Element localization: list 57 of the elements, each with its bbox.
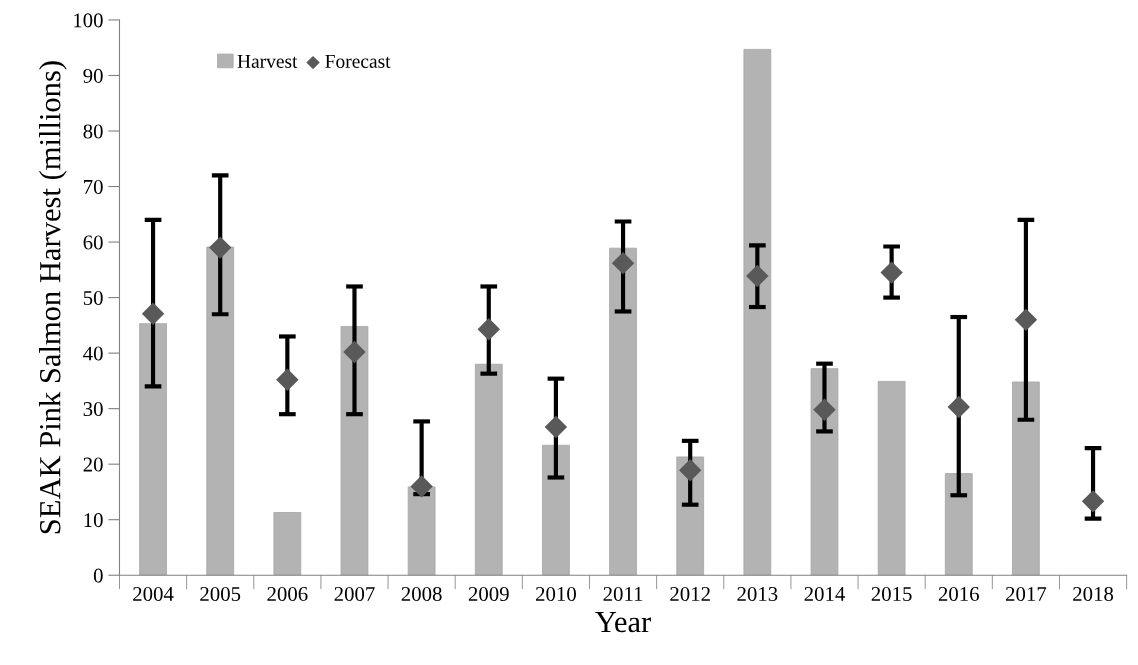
point [544,415,568,439]
point [813,398,836,421]
bar [877,381,906,576]
y-tick-label: 40 [83,346,103,361]
x-tick-label: 2008 [401,586,442,601]
y-tick-label: 0 [93,568,103,583]
x-tick-label: 2014 [804,586,845,601]
x-tick-label: 2004 [133,586,174,601]
bar [542,444,570,576]
x-axis-title: Year [595,611,651,633]
point [880,261,903,284]
bar [407,486,436,576]
point [679,459,702,482]
y-tick-label: 50 [83,290,103,306]
point [1081,490,1105,513]
legend-label: Harvest [237,54,298,68]
bar [273,512,302,576]
bar [206,246,235,576]
point [410,475,433,498]
x-tick-label: 2012 [670,586,710,601]
x-tick-label: 2013 [737,586,778,601]
x-tick-label: 2016 [938,586,979,601]
x-tick-label: 2018 [1073,586,1114,601]
point [276,368,299,391]
point [209,236,232,259]
point [343,340,366,364]
y-tick-label: 10 [84,513,103,528]
y-tick-label: 70 [84,179,103,194]
y-axis-title: SEAK Pink Salmon Harvest (millions) [39,61,67,534]
y-tick-label: 60 [83,235,103,250]
point [477,318,500,341]
bar [743,48,772,576]
point [141,302,165,325]
y-tick-label: 80 [83,124,103,139]
y-tick-label: 20 [83,457,103,472]
x-tick-label: 2006 [267,586,308,601]
legend-label: Forecast [325,54,391,68]
bar [609,247,637,576]
x-tick-label: 2017 [1005,586,1047,601]
point [746,264,769,288]
y-tick-label: 90 [83,68,103,83]
x-tick-label: 2011 [603,586,643,601]
x-tick-label: 2007 [334,586,375,601]
x-tick-label: 2009 [468,586,509,601]
x-tick-label: 2010 [535,586,576,601]
y-tick-label: 100 [74,13,103,28]
x-tick-label: 2005 [200,586,241,601]
point [1014,308,1038,331]
bar [139,323,167,576]
bar [474,363,503,576]
bar [340,326,369,576]
x-tick-label: 2015 [871,586,912,601]
bar [944,473,973,576]
y-tick-label: 30 [83,402,103,417]
point [947,395,970,419]
point [611,251,635,275]
bar [1012,381,1040,576]
